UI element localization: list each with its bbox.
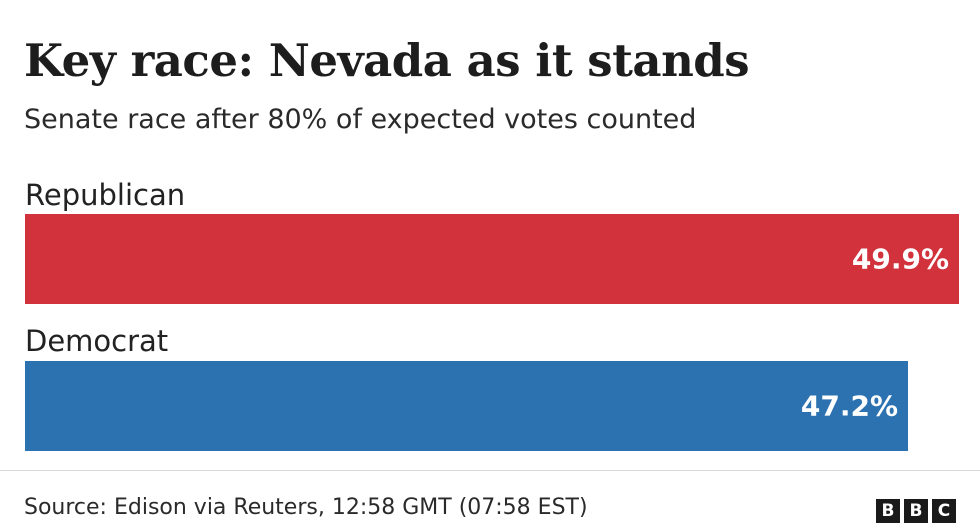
bar-republican: 49.9%	[25, 214, 959, 304]
logo-letter: C	[932, 499, 956, 523]
bar-value-label: 47.2%	[800, 389, 898, 423]
footer-divider	[0, 470, 980, 471]
source-note: Source: Edison via Reuters, 12:58 GMT (0…	[24, 495, 588, 520]
bbc-logo: B B C	[876, 499, 956, 523]
bar-democrat: 47.2%	[25, 361, 908, 451]
logo-letter: B	[904, 499, 928, 523]
logo-letter: B	[876, 499, 900, 523]
bar-value-label: 49.9%	[851, 242, 949, 276]
bar-category-label: Democrat	[25, 324, 169, 358]
chart-subtitle: Senate race after 80% of expected votes …	[24, 104, 697, 135]
chart-title: Key race: Nevada as it stands	[24, 34, 750, 87]
bar-category-label: Republican	[25, 178, 186, 212]
